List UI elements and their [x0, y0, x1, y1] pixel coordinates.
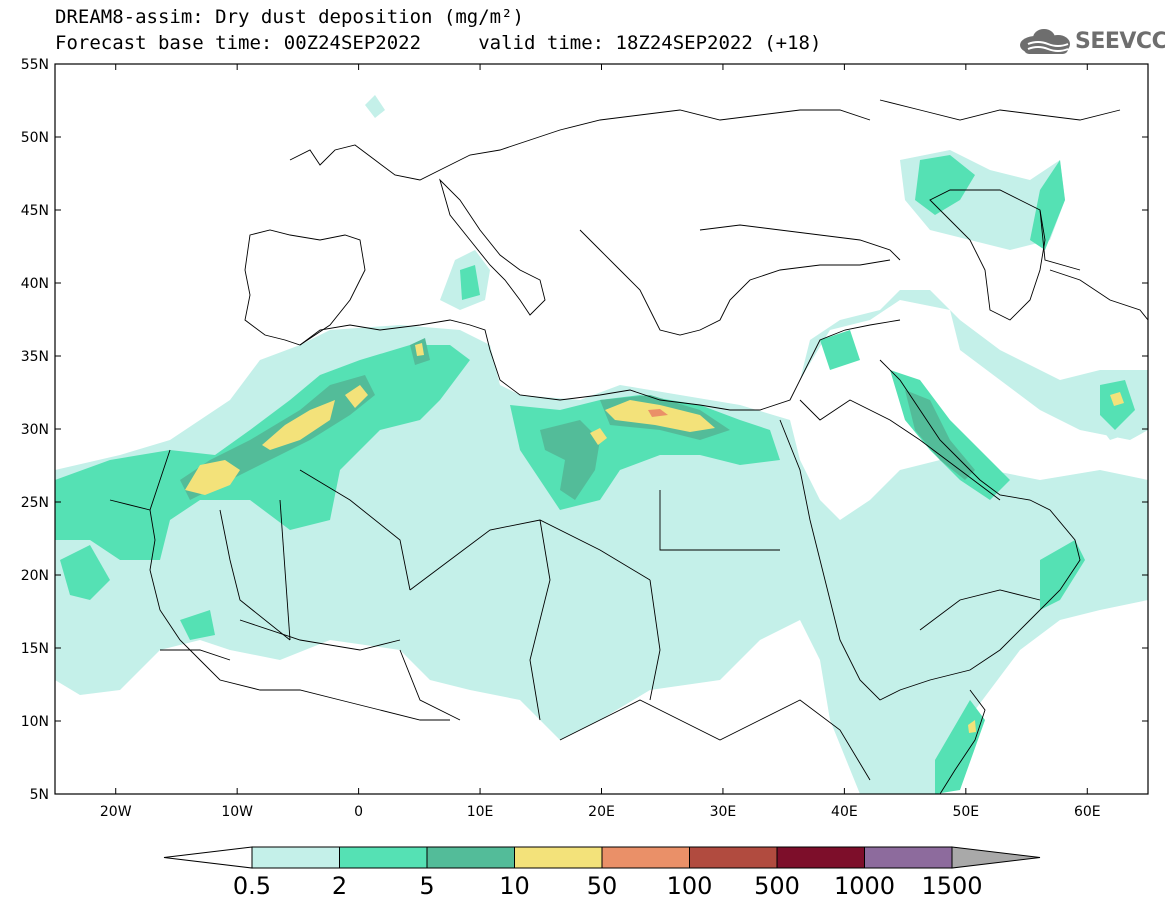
seevccc-logo [1020, 29, 1070, 54]
legend-label: 10 [499, 872, 530, 900]
legend-label: 2 [332, 872, 347, 900]
lon-tick-label: 40E [831, 804, 858, 820]
lon-tick-label: 10E [467, 804, 494, 820]
legend-labels: 0.5 2 5 10 50 100 500 1000 1500 [233, 872, 983, 900]
dust-deposition-field [55, 95, 1148, 794]
lon-tick-label: 30E [710, 804, 737, 820]
dust-class-50-100 [648, 409, 668, 417]
legend-label: 100 [667, 872, 713, 900]
lat-tick-label: 50N [21, 130, 49, 146]
lon-tick-label: 10W [221, 804, 253, 820]
lat-tick-label: 45N [21, 203, 49, 219]
forecast-time-line: Forecast base time: 00Z24SEP2022 valid t… [55, 32, 822, 54]
lon-tick-label: 0 [354, 804, 363, 820]
lat-tick-label: 40N [21, 276, 49, 292]
lon-tick-label: 60E [1074, 804, 1101, 820]
dust-map: 55N 50N 45N 40N 35N 30N 25N 20N 15N 10N 5N 20W 10W 0… [21, 57, 1149, 820]
legend-color-box [601, 846, 690, 869]
legend-color-box [864, 846, 953, 869]
latitude-axis: 55N 50N 45N 40N 35N 30N 25N 20N 15N 10N 5N [21, 57, 1148, 803]
lon-tick-label: 20W [100, 804, 132, 820]
legend-over-triangle [951, 846, 1041, 869]
longitude-axis: 20W 10W 0 10E 20E 30E 40E 50E 60E [100, 64, 1101, 820]
lon-tick-label: 20E [588, 804, 615, 820]
legend-color-box [776, 846, 865, 869]
lat-tick-label: 20N [21, 568, 49, 584]
lat-tick-label: 30N [21, 422, 49, 438]
legend-color-box [689, 846, 778, 869]
map-title: DREAM8-assim: Dry dust deposition (mg/m²… [55, 6, 524, 28]
lat-tick-label: 5N [30, 787, 49, 803]
legend-color-box [339, 846, 428, 869]
lat-tick-label: 55N [21, 57, 49, 73]
coastlines-and-borders [109, 99, 1148, 794]
legend-under-triangle [163, 846, 253, 869]
legend-color-box [514, 846, 603, 869]
legend-label: 1500 [921, 872, 982, 900]
legend-color-box [426, 846, 515, 869]
lat-tick-label: 15N [21, 641, 49, 657]
legend-color-box [251, 846, 340, 869]
legend-label: 0.5 [233, 872, 271, 900]
lon-tick-label: 50E [952, 804, 979, 820]
lat-tick-label: 35N [21, 349, 49, 365]
legend-label: 500 [754, 872, 800, 900]
lat-tick-label: 25N [21, 495, 49, 511]
lat-tick-label: 10N [21, 714, 49, 730]
legend-label: 50 [587, 872, 618, 900]
legend-color-boxes [163, 846, 1041, 869]
color-legend: 0.5 2 5 10 50 100 500 1000 1500 [163, 846, 1041, 900]
legend-label: 5 [419, 872, 434, 900]
logo-text: SEEVCCC [1075, 29, 1165, 54]
legend-label: 1000 [834, 872, 895, 900]
